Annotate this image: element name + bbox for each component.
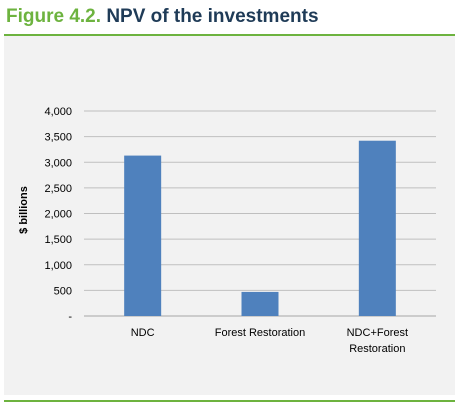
y-tick-label: 1,000 xyxy=(44,260,72,272)
y-tick-label: 2,500 xyxy=(44,183,72,195)
y-axis-ticks: - 500 1,000 1,500 2,000 2,500 3,000 3,500 4,000 xyxy=(44,106,72,323)
top-divider xyxy=(4,34,455,36)
y-tick-label: 2,000 xyxy=(44,209,72,221)
y-axis-label: $ billions xyxy=(18,186,30,234)
bar xyxy=(358,140,396,316)
y-tick-label: 1,500 xyxy=(44,234,72,246)
y-tick-label: 3,500 xyxy=(44,132,72,144)
x-tick-label: NDC+Forest Restoration xyxy=(347,327,408,355)
x-axis-labels: NDC Forest Restoration NDC+Forest Restorati… xyxy=(131,327,408,355)
x-tick-label: NDC xyxy=(131,327,155,339)
bottom-divider xyxy=(4,400,455,402)
bars xyxy=(124,140,396,316)
x-tick-label: Forest Restoration xyxy=(215,327,305,339)
figure-number: Figure 4.2. xyxy=(6,6,102,27)
figure-title: Figure 4.2. NPV of the investments xyxy=(6,6,319,28)
bar xyxy=(241,291,279,316)
y-tick-label: 3,000 xyxy=(44,157,72,169)
y-tick-label: 4,000 xyxy=(44,106,72,118)
figure-title-text: NPV of the investments xyxy=(106,6,319,27)
y-tick-label: 500 xyxy=(54,285,72,297)
bar xyxy=(124,155,162,316)
y-tick-label: - xyxy=(68,311,72,323)
